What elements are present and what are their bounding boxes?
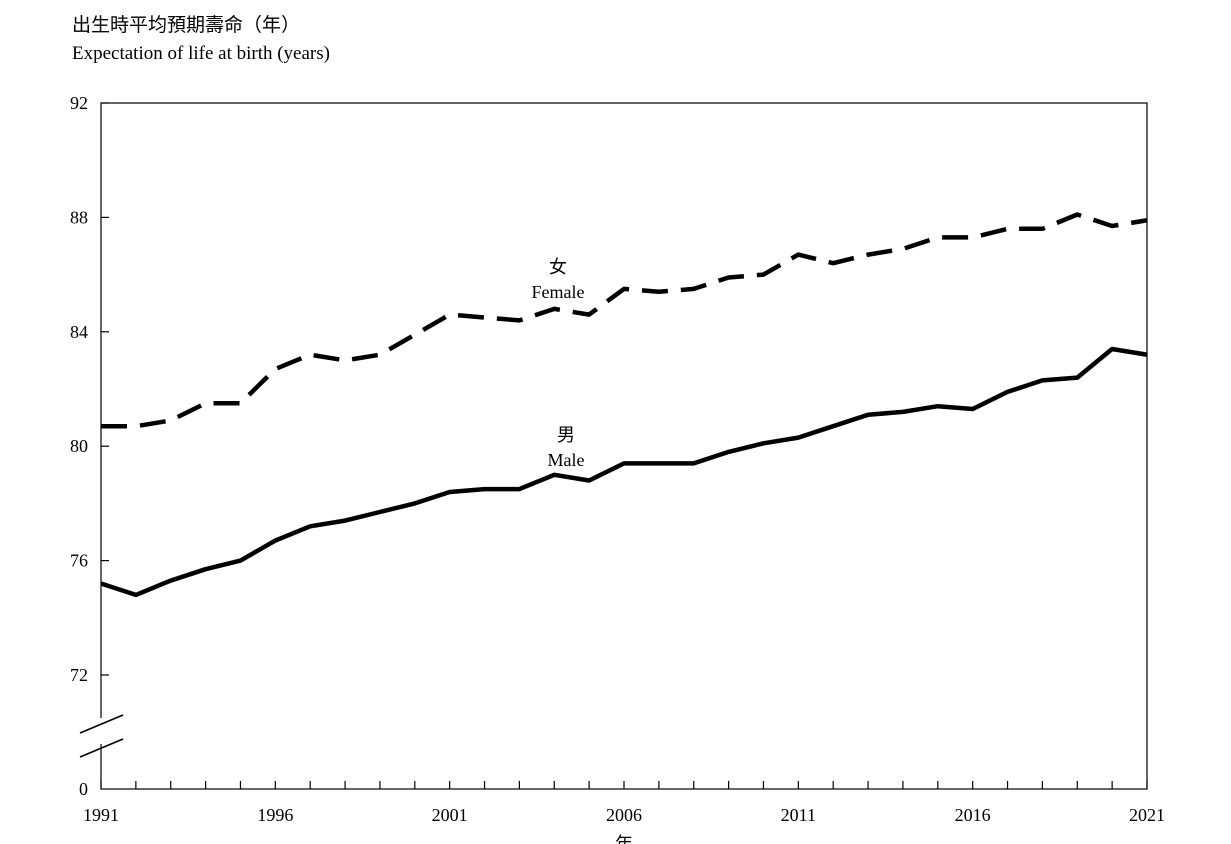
y-tick-label: 72 [70,665,88,685]
y-axis-title-english: Expectation of life at birth (years) [72,43,330,64]
y-axis-title-chinese: 出生時平均預期壽命（年） [72,15,301,36]
y-tick-label: 92 [70,93,88,113]
x-tick-label: 2006 [606,805,642,825]
x-tick-label: 1991 [83,805,119,825]
x-tick-label: 2011 [781,805,816,825]
female-series-line [101,212,1148,429]
x-axis-title: 年 [615,834,633,844]
female-label-chinese: 女 [549,257,567,277]
y-tick-label: 84 [70,322,88,342]
x-axis-ticks: 1991 1996 2001 2006 2011 2016 2021 [83,781,1165,825]
axis-break-gap [95,718,107,744]
male-label: Male [548,450,585,470]
male-series-line [100,346,1148,598]
y-tick-label: 88 [70,207,88,227]
y-axis-break-mark [79,714,124,758]
y-axis-ticks: 92 88 84 80 76 72 0 [70,93,109,799]
series-layer [100,212,1148,598]
x-tick-label: 2016 [955,805,991,825]
male-label-chinese: 男 [557,425,575,445]
axis-break-line-lower [79,738,124,758]
plot-area [100,102,1148,790]
axis-break-line-upper [79,714,124,734]
x-tick-label: 2021 [1129,805,1165,825]
y-tick-label: 0 [79,779,88,799]
female-label: Female [532,282,585,302]
x-tick-label: 2001 [432,805,468,825]
y-tick-label: 76 [70,551,88,571]
y-tick-label: 80 [70,436,88,456]
x-tick-label: 1996 [257,805,293,825]
